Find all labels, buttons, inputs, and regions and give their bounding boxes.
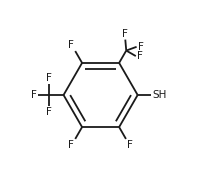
Text: F: F xyxy=(68,139,74,150)
Text: F: F xyxy=(137,51,143,61)
Text: F: F xyxy=(68,40,74,51)
Text: F: F xyxy=(31,90,37,100)
Text: F: F xyxy=(46,73,52,83)
Text: F: F xyxy=(138,42,143,52)
Text: SH: SH xyxy=(152,90,167,100)
Text: F: F xyxy=(122,29,128,39)
Text: F: F xyxy=(127,139,133,150)
Text: F: F xyxy=(46,107,52,117)
